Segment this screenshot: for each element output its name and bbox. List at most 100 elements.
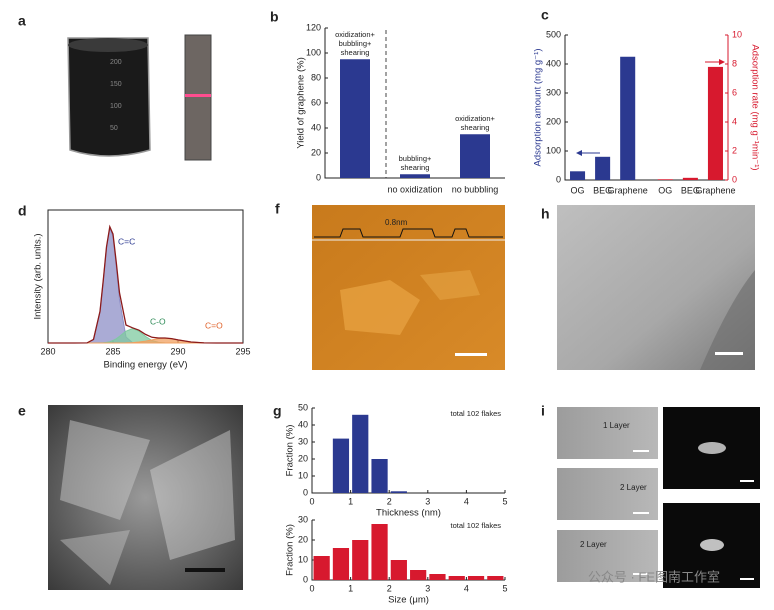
bar [410,570,427,580]
ylabel: Fraction (%) [285,425,296,477]
bar [352,414,369,493]
x-tick-label: BEG [593,185,612,195]
y-tick-label: 10 [298,470,308,480]
layer-label: 2 Layer [620,483,647,492]
bar-annotation: shearing [461,123,490,132]
x-tick-label: 5 [502,583,507,593]
x-tick-label: 1 [348,583,353,593]
panel-letter: f [275,201,280,217]
x-tick-label: OG [658,185,672,195]
panel-letter: i [541,403,545,419]
x-tick-label: 280 [40,346,55,356]
y-tick-label: 30 [298,436,308,446]
ylabel: Yield of graphene (%) [296,57,307,149]
bar [657,179,673,180]
y-tick-label: 80 [311,72,321,82]
layer-label: 2 Layer [580,540,607,549]
panel-letter: b [270,9,279,25]
bar [371,459,388,493]
panel-letter: c [541,7,549,23]
y-tick-label: 100 [306,47,321,57]
annotation: total 102 flakes [451,409,502,418]
bar [570,171,586,180]
bar-annotation: oxidization+ [335,30,375,39]
bar [620,56,636,180]
x-tick-label: 0 [309,583,314,593]
bar [487,576,504,580]
y-tick-label: 30 [298,514,308,524]
x-tick-label: 285 [105,346,120,356]
bar [448,576,465,580]
axes [564,35,728,181]
x-tick-label: 290 [170,346,185,356]
x-tick-label: no bubbling [452,184,499,194]
panel-letter: d [18,203,27,219]
bar-annotation: bubbling+ [339,39,372,48]
photo-f [312,205,505,370]
ylabel: Adsorption amount (mg g⁻¹) [533,48,544,166]
xlabel: Thickness (nm) [376,508,441,519]
y-tick-label: 50 [298,402,308,412]
xlabel: Size (μm) [388,595,429,606]
x-tick-label: OG [571,185,585,195]
x-tick-label: 3 [425,583,430,593]
series-label: C=C [118,236,135,246]
bar [707,66,723,180]
xlabel: Binding energy (eV) [104,360,188,371]
y-tick-label: 0 [303,574,308,584]
bar [371,524,388,580]
y-tick-label: 400 [546,58,561,68]
beaker-mark: 150 [110,81,122,88]
y-tick-label: 8 [732,58,737,68]
y-tick-label: 40 [298,419,308,429]
series-label: C-O [150,316,166,326]
beaker-mark: 50 [110,125,118,132]
bar [332,548,350,580]
photo-e [48,405,243,590]
y-tick-label: 300 [546,87,561,97]
beaker-mark: 200 [110,59,122,66]
x-tick-label: 0 [309,496,314,506]
y-tick-label: 40 [311,122,321,132]
y-tick-label: 2 [732,145,737,155]
x-tick-label: BEG [681,185,700,195]
x-tick-label: 4 [464,583,469,593]
panel-letter: e [18,403,26,419]
profile-label: 0.8nm [385,218,408,227]
y-tick-label: 500 [546,29,561,39]
panel-letter: h [541,206,550,222]
x-tick-label: 5 [502,496,507,506]
y-tick-label: 100 [546,145,561,155]
y-tick-label: 20 [311,147,321,157]
panel-letter: g [273,403,282,419]
bar [467,576,485,580]
bar [390,491,407,493]
y-tick-label: 200 [546,116,561,126]
bar-annotation: oxidization+ [455,114,495,123]
y-tick-label: 60 [311,97,321,107]
x-tick-label: 2 [387,583,392,593]
y-tick-label: 0 [732,174,737,184]
y-tick-label: 0 [316,172,321,182]
bar [429,574,446,580]
bar [340,59,370,178]
x-tick-label: 1 [348,496,353,506]
bar [460,134,490,178]
x-tick-label: 4 [464,496,469,506]
x-tick-label: 2 [387,496,392,506]
y-tick-label: 4 [732,116,737,126]
bar [682,177,698,180]
bar-annotation: bubbling+ [399,154,432,163]
y-tick-label: 0 [556,174,561,184]
layer-label: 1 Layer [603,421,630,430]
x-tick-label: Graphene [608,185,648,195]
ylabel: Intensity (arb. units.) [33,233,44,319]
bar [313,556,330,580]
arrows [576,59,725,156]
y-tick-label: 10 [298,554,308,564]
bar [400,174,430,178]
photo-a [50,25,225,170]
y-tick-label: 20 [298,453,308,463]
line [48,224,243,344]
series-label: C=O [205,320,223,330]
